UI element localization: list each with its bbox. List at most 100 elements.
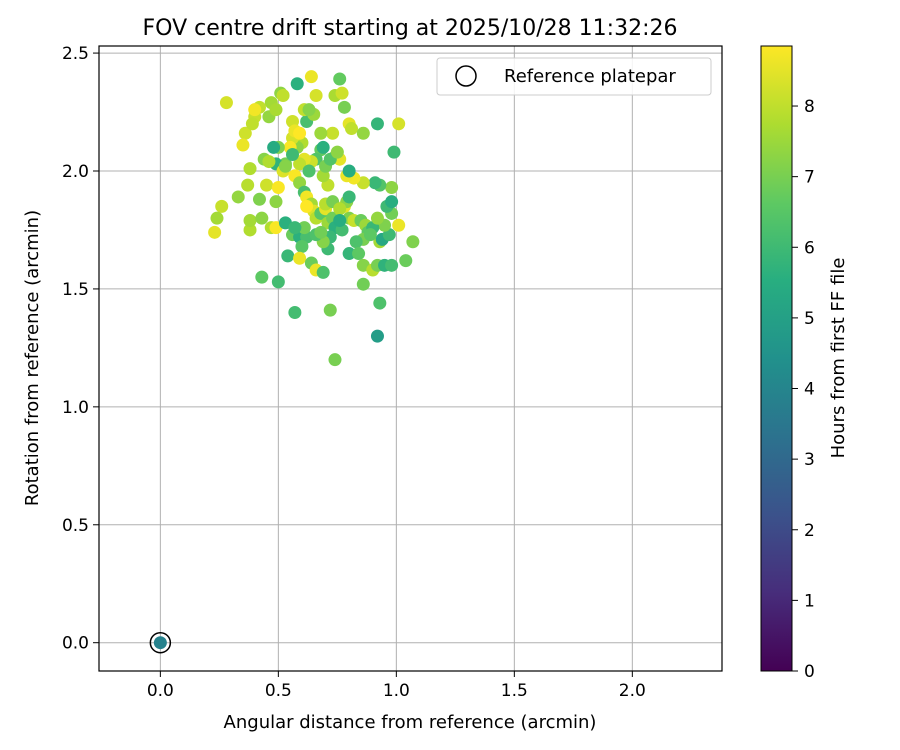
data-point <box>295 239 309 253</box>
data-point <box>385 195 399 209</box>
plot-area <box>99 46 722 671</box>
data-point <box>399 254 413 268</box>
data-point <box>323 303 337 317</box>
data-point <box>304 70 318 84</box>
data-point <box>231 190 245 204</box>
legend: Reference platepar <box>436 57 712 96</box>
y-tick-label: 2.5 <box>62 44 89 64</box>
data-point <box>267 140 281 154</box>
x-tick-label: 2.0 <box>619 681 646 701</box>
colorbar-gradient <box>760 45 793 672</box>
reference-point-group <box>149 631 172 654</box>
data-points <box>208 70 420 367</box>
data-point <box>342 247 356 261</box>
data-point <box>316 265 330 279</box>
data-point <box>243 162 257 176</box>
data-point <box>333 202 347 216</box>
colorbar-ticks: 0 1 2 3 4 5 6 7 8 <box>792 97 815 682</box>
data-point <box>262 155 276 169</box>
data-point <box>241 178 255 192</box>
data-point <box>255 211 269 225</box>
colorbar-tick-label: 3 <box>804 450 815 470</box>
data-point <box>300 199 314 213</box>
data-point <box>392 117 406 131</box>
y-tick-label: 1.0 <box>62 398 89 418</box>
data-point <box>210 211 224 225</box>
data-point <box>238 126 252 140</box>
data-point <box>368 176 382 190</box>
data-point <box>269 103 283 117</box>
colorbar-tick-label: 6 <box>804 238 815 258</box>
data-point <box>370 211 384 225</box>
data-point <box>286 147 300 161</box>
data-point <box>363 228 377 242</box>
colorbar: 0 1 2 3 4 5 6 7 8 Hours from first FF file <box>760 45 849 682</box>
data-point <box>252 192 266 206</box>
data-point <box>330 145 344 159</box>
data-point <box>302 164 316 178</box>
data-point <box>243 223 257 237</box>
data-point <box>333 214 347 228</box>
data-point <box>271 275 285 289</box>
data-point <box>293 126 307 140</box>
data-point <box>208 225 222 239</box>
data-point <box>326 126 340 140</box>
legend-box <box>436 57 712 96</box>
y-tick-label: 0.0 <box>62 634 89 654</box>
data-point <box>385 258 399 272</box>
x-tick-label: 0.5 <box>265 681 292 701</box>
data-point <box>392 218 406 232</box>
x-tick-label: 1.0 <box>383 681 410 701</box>
legend-marker-reference <box>455 65 477 87</box>
colorbar-tick-label: 7 <box>804 168 815 188</box>
data-point <box>276 89 290 103</box>
data-point <box>293 157 307 171</box>
data-point <box>245 117 259 131</box>
data-point <box>288 221 302 235</box>
data-point <box>255 270 269 284</box>
data-point <box>342 164 356 178</box>
colorbar-tick-label: 0 <box>804 662 815 682</box>
plot-frame <box>98 45 723 672</box>
data-point <box>260 178 274 192</box>
data-point <box>271 181 285 195</box>
data-point <box>333 72 347 86</box>
x-tick-label: 1.5 <box>501 681 528 701</box>
data-point <box>314 126 328 140</box>
data-point <box>281 249 295 263</box>
y-axis-label: Rotation from reference (arcmin) <box>22 210 43 506</box>
data-point <box>309 89 323 103</box>
colorbar-tick-label: 4 <box>804 380 815 400</box>
data-point <box>269 195 283 209</box>
reference-marker <box>149 631 172 654</box>
colorbar-tick-label: 1 <box>804 591 815 611</box>
data-point <box>356 126 370 140</box>
data-point <box>370 329 384 343</box>
data-point <box>316 140 330 154</box>
data-point <box>406 235 420 249</box>
colorbar-tick-label: 5 <box>804 309 815 329</box>
data-point <box>293 251 307 265</box>
data-point <box>248 103 262 117</box>
data-point <box>243 214 257 228</box>
data-point <box>236 138 250 152</box>
x-tick-label: 0.0 <box>147 681 174 701</box>
data-point <box>302 103 316 117</box>
data-point <box>328 353 342 367</box>
data-point <box>215 199 229 213</box>
data-point <box>342 190 356 204</box>
data-point <box>288 306 302 320</box>
y-axis-ticks: 0.0 0.5 1.0 1.5 2.0 2.5 <box>62 44 99 654</box>
data-point <box>385 181 399 195</box>
data-point <box>373 296 387 310</box>
data-point <box>356 277 370 291</box>
legend-label-reference: Reference platepar <box>504 66 676 87</box>
colorbar-tick-label: 2 <box>804 521 815 541</box>
data-point <box>337 100 351 114</box>
x-axis-ticks: 0.0 0.5 1.0 1.5 2.0 <box>147 671 646 701</box>
chart-title: FOV centre drift starting at 2025/10/28 … <box>143 16 678 41</box>
colorbar-label: Hours from first FF file <box>828 258 849 459</box>
data-point <box>314 225 328 239</box>
x-axis-label: Angular distance from reference (arcmin) <box>224 712 597 733</box>
